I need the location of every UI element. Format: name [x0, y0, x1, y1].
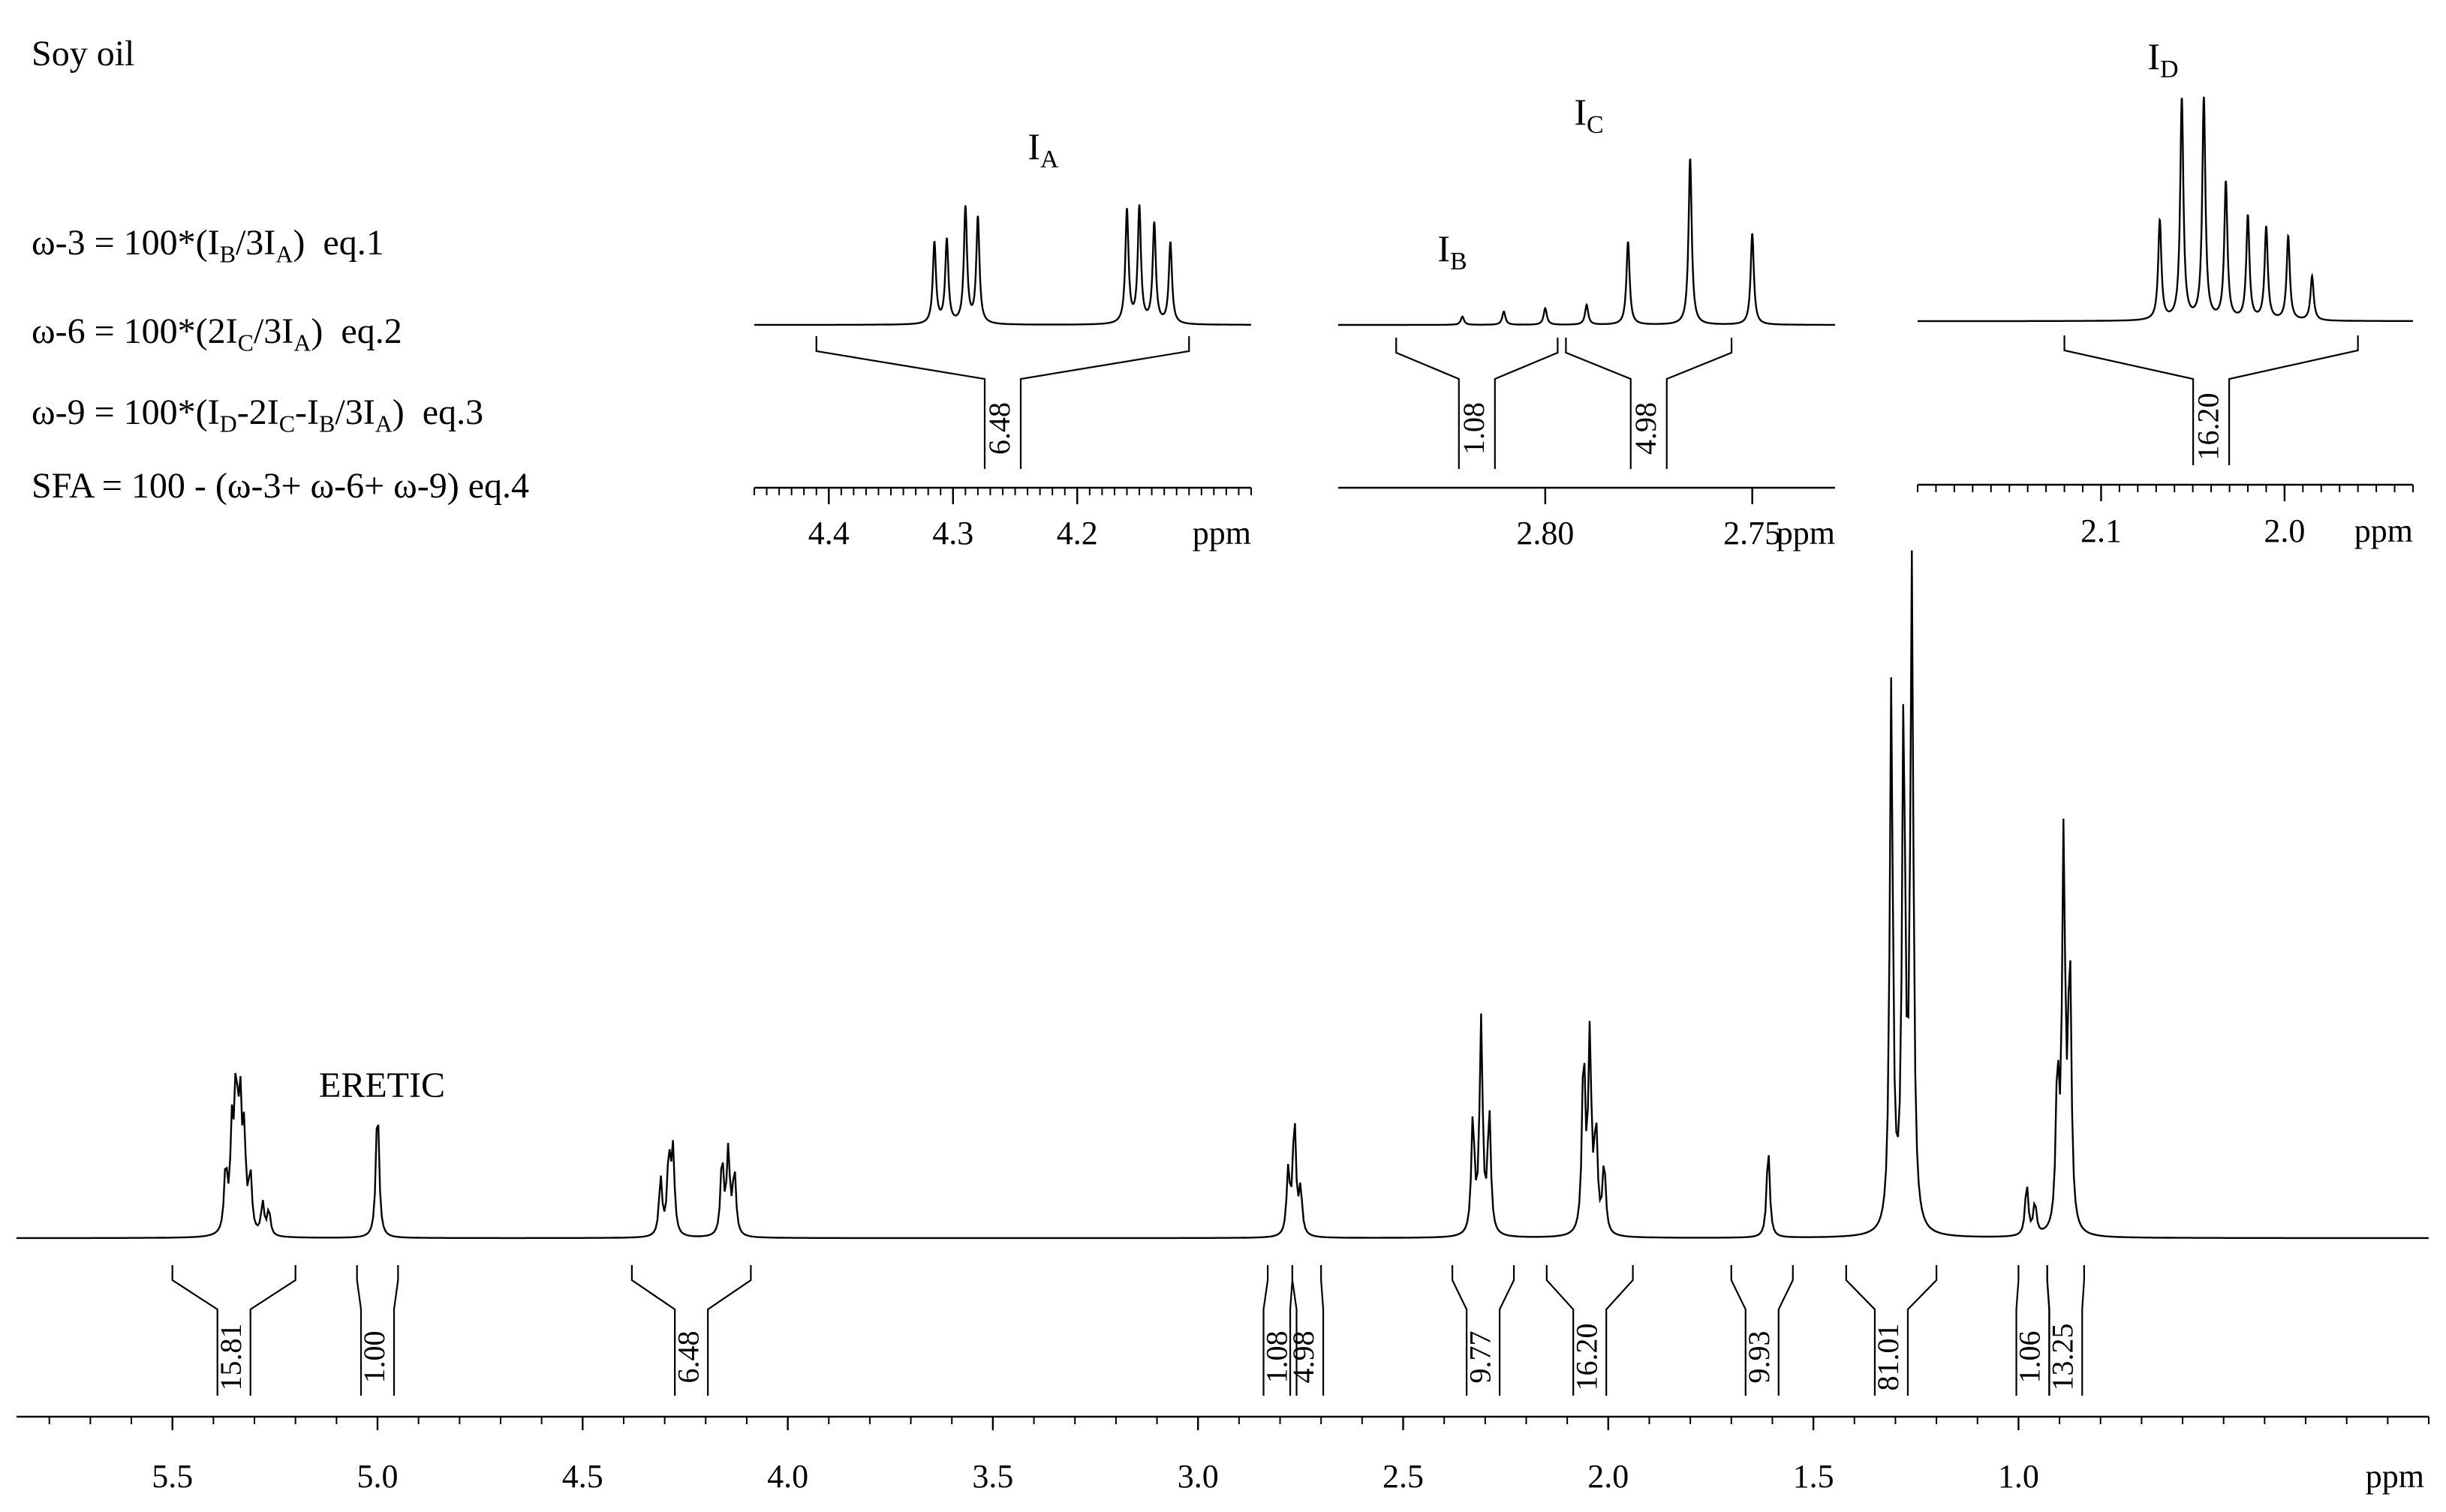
main-integral-bracket — [1289, 1265, 1325, 1396]
equation-eq4: SFA = 100 - (ω-3+ ω-6+ ω-9) eq.4 — [32, 466, 530, 506]
equation-eq1: ω-3 = 100*(IB/3IA) eq.1 — [32, 223, 384, 268]
main-tick-label: 1.0 — [1998, 1458, 2039, 1495]
main-integral-value: 81.01 — [1871, 1324, 1905, 1391]
inset-A-tick-label: 4.3 — [932, 515, 973, 552]
inset-BC-peak-label-c: IC — [1574, 91, 1603, 139]
equation-eq3: ω-9 = 100*(ID-2IC-IB/3IA) eq.3 — [32, 392, 484, 437]
main-x-unit-label: ppm — [2366, 1458, 2424, 1495]
eretic-label: ERETIC — [319, 1066, 445, 1105]
main-tick-label: 3.5 — [972, 1458, 1013, 1495]
main-integral-bracket — [630, 1265, 752, 1396]
main-tick-label: 5.0 — [357, 1458, 399, 1495]
main-tick-label: 1.5 — [1793, 1458, 1834, 1495]
main-integral-value: 9.93 — [1742, 1331, 1776, 1384]
main-integral-value: 1.06 — [2013, 1331, 2047, 1384]
main-integral-value: 4.98 — [1286, 1331, 1320, 1384]
inset-BC-integral-bracket — [1395, 338, 1559, 469]
inset-A-tick-label: 4.2 — [1057, 515, 1098, 552]
main-integral-bracket — [1730, 1265, 1794, 1396]
inset-BC-integral-value: 1.08 — [1457, 402, 1491, 455]
inset-BC-tick-label: 2.80 — [1516, 515, 1574, 552]
main-tick-label: 2.0 — [1587, 1458, 1629, 1495]
inset-BC-integral-bracket — [1565, 338, 1733, 469]
main-tick-label: 2.5 — [1382, 1458, 1424, 1495]
inset-BC-integral-value: 4.98 — [1629, 402, 1662, 455]
inset-BC-tick-label: 2.75 — [1723, 515, 1781, 552]
inset-A-tick-label: 4.4 — [808, 515, 850, 552]
inset-A-integral-bracket — [815, 336, 1190, 469]
main-tick-label: 4.5 — [562, 1458, 603, 1495]
inset-D-integral-bracket — [2063, 335, 2359, 465]
figure-title: Soy oil — [32, 34, 135, 74]
inset-A-x-unit-label: ppm — [1193, 515, 1251, 552]
main-integral-bracket — [2046, 1265, 2085, 1396]
main-integral-value: 9.77 — [1463, 1331, 1497, 1384]
inset-BC-spectrum-trace — [1338, 158, 1835, 326]
inset-D-integral-value: 16.20 — [2191, 393, 2225, 461]
main-spectrum-trace — [17, 550, 2429, 1240]
main-integral-bracket — [1845, 1265, 1938, 1396]
main-integral-value: 1.08 — [1260, 1331, 1294, 1384]
main-tick-label: 4.0 — [767, 1458, 808, 1495]
equation-eq2: ω-6 = 100*(2IC/3IA) eq.2 — [32, 311, 402, 356]
main-tick-label: 3.0 — [1178, 1458, 1219, 1495]
main-integral-value: 13.25 — [2045, 1324, 2079, 1391]
main-integral-bracket — [1545, 1265, 1634, 1396]
inset-A-spectrum-trace — [754, 204, 1251, 326]
inset-D-x-unit-label: ppm — [2354, 513, 2413, 549]
inset-D-tick-label: 2.0 — [2264, 513, 2305, 549]
inset-D-peak-label: ID — [2147, 35, 2178, 83]
inset-BC-peak-label-b: IB — [1437, 227, 1467, 275]
main-integral-value: 16.20 — [1569, 1324, 1603, 1391]
main-integral-value: 6.48 — [671, 1331, 705, 1384]
main-integral-value: 15.81 — [214, 1324, 248, 1391]
main-integral-bracket — [171, 1265, 296, 1396]
main-tick-label: 5.5 — [152, 1458, 193, 1495]
inset-A-integral-value: 6.48 — [982, 402, 1016, 455]
inset-BC-x-unit-label: ppm — [1777, 515, 1835, 552]
main-integral-value: 1.00 — [357, 1331, 391, 1384]
main-integral-bracket — [1452, 1265, 1515, 1396]
inset-D-spectrum-trace — [1918, 96, 2413, 323]
inset-D-tick-label: 2.1 — [2080, 513, 2122, 549]
inset-A-peak-label: IA — [1027, 125, 1059, 173]
main-integral-bracket — [356, 1265, 399, 1396]
